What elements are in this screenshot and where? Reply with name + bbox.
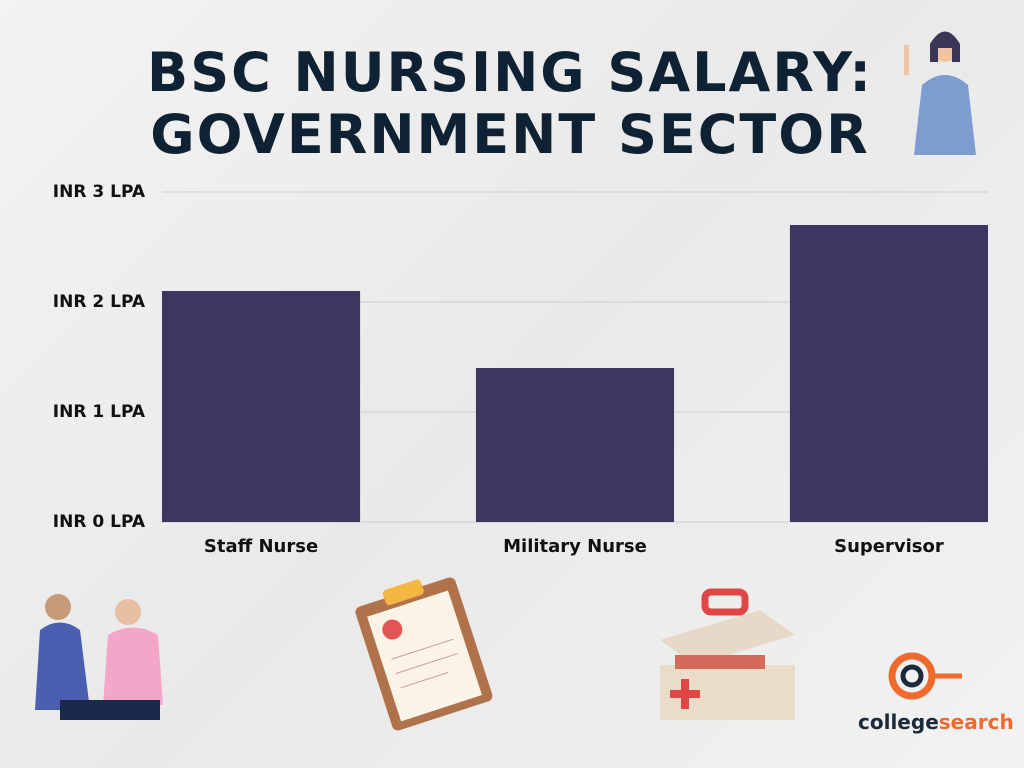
clipboard-illustration	[355, 577, 493, 731]
logo-text: college	[858, 710, 939, 734]
chart-title: BSC NURSING SALARY: GOVERNMENT SECTOR	[147, 41, 873, 166]
bar	[789, 225, 988, 522]
y-tick-label: INR 2 LPA	[53, 292, 146, 312]
y-tick-label: INR 1 LPA	[53, 402, 146, 422]
x-tick-label: Supervisor	[834, 536, 944, 557]
bar	[162, 291, 361, 522]
logo-text: search	[938, 710, 1014, 734]
y-tick-label: INR 0 LPA	[53, 512, 146, 532]
patient-illustration	[35, 594, 163, 720]
logo: collegesearch	[858, 710, 1014, 734]
x-tick-label: Staff Nurse	[204, 536, 318, 557]
nurse-illustration	[904, 31, 976, 155]
bar	[475, 368, 675, 522]
logo-icon	[888, 652, 962, 700]
x-tick-label: Military Nurse	[503, 536, 647, 557]
firstaid-illustration	[660, 588, 795, 720]
y-tick-label: INR 3 LPA	[53, 182, 146, 202]
